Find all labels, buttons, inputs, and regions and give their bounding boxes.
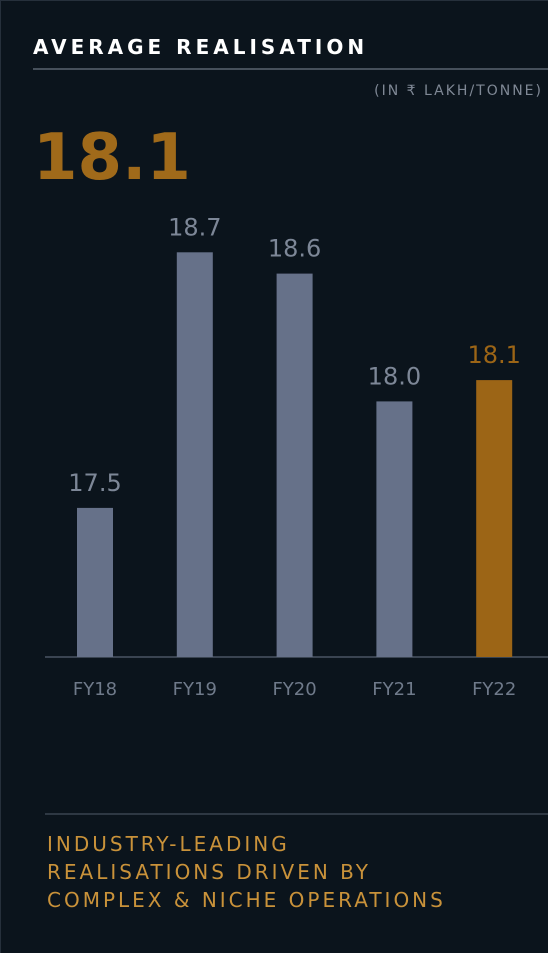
x-tick-label: FY18 <box>73 679 117 700</box>
bar <box>276 273 313 657</box>
value-label: 18.0 <box>368 362 421 390</box>
footer-line: COMPLEX & NICHE OPERATIONS <box>47 888 446 912</box>
value-label: 17.5 <box>68 469 121 497</box>
value-label: 18.6 <box>268 235 321 263</box>
bar <box>376 401 413 657</box>
footer-line: INDUSTRY-LEADING <box>47 832 290 856</box>
value-label: 18.7 <box>168 213 221 241</box>
x-tick-label: FY20 <box>272 679 316 700</box>
footer: INDUSTRY-LEADING REALISATIONS DRIVEN BY CO… <box>47 832 446 912</box>
headline-value: 18.1 <box>33 121 191 195</box>
chart-title: AVERAGE REALISATION <box>33 35 368 59</box>
value-label: 18.1 <box>467 341 520 369</box>
chart-subtitle: (IN ₹ LAKH/TONNE) <box>374 83 543 99</box>
x-tick-label: FY22 <box>472 679 516 700</box>
x-tick-label: FY21 <box>372 679 416 700</box>
footer-line: REALISATIONS DRIVEN BY <box>47 860 371 884</box>
x-tick-label: FY19 <box>173 679 217 700</box>
bar <box>77 507 113 657</box>
bar <box>176 252 213 658</box>
bar <box>476 380 513 657</box>
